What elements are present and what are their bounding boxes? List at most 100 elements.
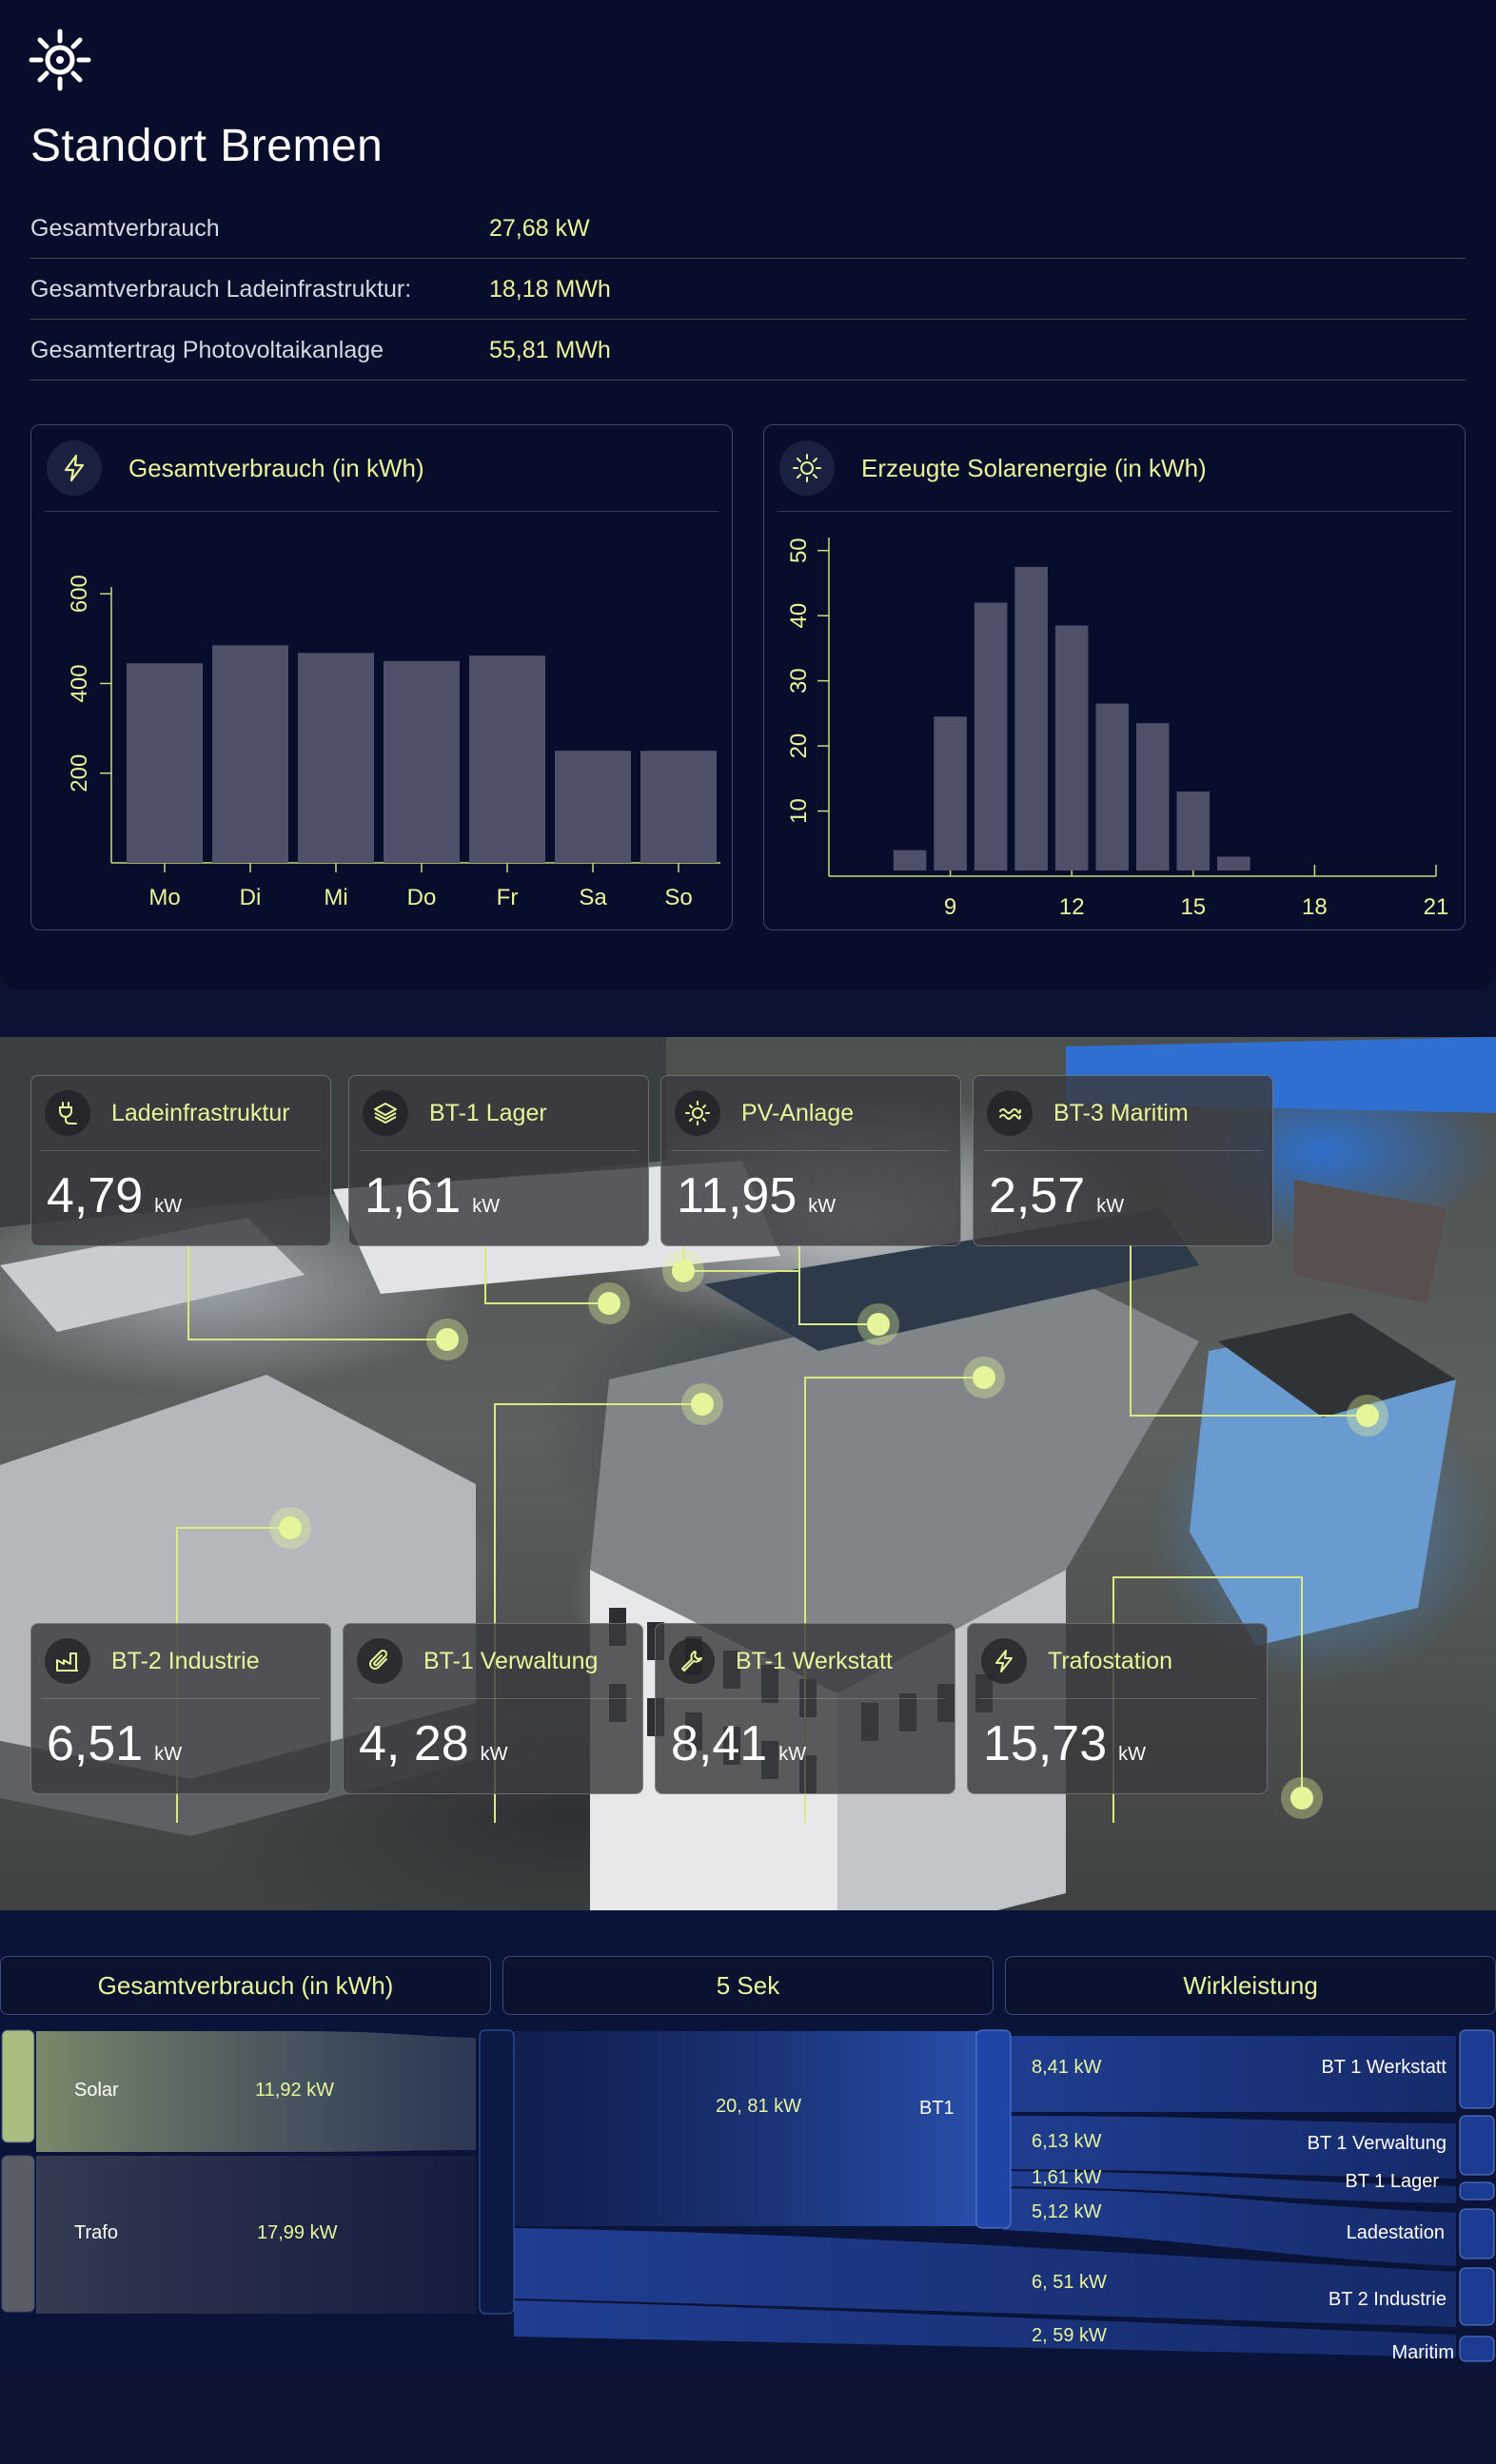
location-marker[interactable]	[867, 1313, 890, 1336]
card-header: Gesamtverbrauch (in kWh)	[45, 425, 718, 512]
node-lager[interactable]	[1459, 2181, 1495, 2200]
tile-bt2-industrie[interactable]: BT-2 Industrie 6,51 kW	[30, 1623, 331, 1794]
flow-verwaltung	[1003, 2116, 1456, 2179]
tile-bt1-werkstatt[interactable]: BT-1 Werkstatt 8,41 kW	[655, 1623, 955, 1794]
bar	[212, 645, 288, 863]
bar	[640, 751, 717, 863]
node-trafo[interactable]	[1, 2155, 35, 2313]
tile-title: Trafostation	[1048, 1648, 1173, 1674]
node-maritim[interactable]	[1459, 2336, 1495, 2362]
sankey-hub-value: 20, 81 kW	[716, 2096, 802, 2117]
bar	[555, 751, 631, 863]
tab-gesamtverbrauch[interactable]: Gesamtverbrauch (in kWh)	[0, 1956, 491, 2015]
x-tick-label: Mo	[148, 885, 180, 910]
bar	[1136, 723, 1170, 870]
tile-header: BT-1 Lager	[359, 1076, 639, 1151]
y-tick-label: 40	[786, 603, 812, 629]
bar	[1054, 625, 1089, 870]
sankey-source-value: 17,99 kW	[257, 2222, 338, 2243]
sankey-source-label: Solar	[74, 2080, 119, 2101]
sun-icon	[675, 1090, 720, 1136]
location-marker[interactable]	[691, 1393, 714, 1416]
tile-bt1-lager[interactable]: BT-1 Lager 1,61 kW	[348, 1075, 649, 1246]
flow-hub	[514, 2031, 980, 2226]
tile-value: 4, 28 kW	[359, 1716, 508, 1771]
tile-bt3-maritim[interactable]: BT-3 Maritim 2,57 kW	[973, 1075, 1273, 1246]
location-marker[interactable]	[598, 1292, 620, 1315]
x-tick-label: 21	[1424, 894, 1449, 920]
page-title: Standort Bremen	[30, 121, 384, 171]
consumption-bar-chart: 200 400 600 Mo Di Mi Do Fr Sa So	[67, 575, 720, 910]
location-marker[interactable]	[672, 1260, 695, 1282]
sankey-target-value: 6, 51 kW	[1032, 2272, 1107, 2293]
location-marker[interactable]	[279, 1516, 302, 1539]
kpi-row: Gesamtverbrauch Ladeinfrastruktur: 18,18…	[30, 259, 1466, 320]
x-tick-label: Fr	[497, 885, 519, 910]
tile-value: 15,73 kW	[983, 1716, 1147, 1771]
tile-title: PV-Anlage	[741, 1100, 855, 1126]
location-marker[interactable]	[973, 1366, 995, 1389]
location-marker[interactable]	[1290, 1787, 1313, 1809]
bar	[469, 655, 545, 863]
x-tick-label: Sa	[579, 885, 607, 910]
flow-werkstatt	[1003, 2036, 1456, 2112]
node-verwaltung[interactable]	[1459, 2115, 1495, 2176]
flow-trafo	[36, 2156, 476, 2314]
tile-trafostation[interactable]: Trafostation 15,73 kW	[967, 1623, 1268, 1794]
bar	[1095, 703, 1129, 870]
tile-title: BT-1 Lager	[429, 1100, 547, 1126]
tile-value: 8,41 kW	[671, 1716, 807, 1771]
node-industrie[interactable]	[1459, 2267, 1495, 2326]
sankey-target-label: Maritim	[1391, 2342, 1454, 2363]
tab-interval[interactable]: 5 Sek	[502, 1956, 994, 2015]
y-tick-label: 10	[786, 798, 812, 824]
flow-solar	[36, 2031, 476, 2152]
bar	[298, 653, 374, 863]
x-tick-label: Di	[240, 885, 262, 910]
node-solar[interactable]	[1, 2029, 35, 2143]
kpi-value: 27,68 kW	[489, 215, 590, 242]
flow-industrie	[514, 2228, 1456, 2327]
flow-maritim	[514, 2300, 1456, 2357]
y-tick-label: 50	[786, 538, 812, 563]
node-bt1[interactable]	[975, 2029, 1012, 2229]
sankey-target-label: BT 2 Industrie	[1328, 2289, 1447, 2310]
sankey-diagram	[1, 2029, 1495, 2362]
tile-bt1-verwaltung[interactable]: BT-1 Verwaltung 4, 28 kW	[343, 1623, 643, 1794]
tile-value: 6,51 kW	[47, 1716, 183, 1771]
chart-title: Erzeugte Solarenergie (in kWh)	[861, 454, 1207, 482]
bar	[127, 663, 203, 863]
charging-plug-icon	[45, 1090, 90, 1136]
sankey-target-label: BT 1 Verwaltung	[1307, 2133, 1447, 2154]
y-tick-label: 30	[786, 668, 812, 694]
kpi-value: 55,81 MWh	[489, 337, 611, 363]
lightning-icon	[47, 440, 102, 496]
x-tick-label: Mi	[324, 885, 347, 910]
tile-ladeinfrastruktur[interactable]: Ladeinfrastruktur 4,79 kW	[30, 1075, 331, 1246]
bar	[1217, 856, 1250, 870]
x-tick-label: 15	[1180, 894, 1206, 920]
tile-header: PV-Anlage	[671, 1076, 951, 1151]
tile-title: Ladeinfrastruktur	[111, 1100, 290, 1126]
sankey-target-value: 2, 59 kW	[1032, 2325, 1107, 2346]
node-ladestation[interactable]	[1459, 2208, 1495, 2259]
solar-bar-chart: 10 20 30 40 50 9 12 15 18 21	[786, 538, 1449, 920]
bar	[893, 850, 927, 870]
bar	[974, 602, 1008, 870]
x-tick-label: Do	[407, 885, 437, 910]
sankey-target-label: BT 1 Werkstatt	[1321, 2057, 1447, 2078]
location-marker[interactable]	[1356, 1404, 1379, 1427]
tile-title: BT-1 Verwaltung	[423, 1648, 599, 1674]
sankey-source-label: Trafo	[74, 2222, 118, 2243]
x-tick-label: 18	[1302, 894, 1328, 920]
solar-chart-card: Erzeugte Solarenergie (in kWh) 10 20 30 40 5…	[763, 424, 1466, 930]
node-total[interactable]	[479, 2029, 515, 2315]
node-werkstatt[interactable]	[1459, 2029, 1495, 2109]
tile-header: Ladeinfrastruktur	[41, 1076, 321, 1151]
tile-header: BT-1 Werkstatt	[665, 1624, 945, 1699]
bar	[384, 660, 460, 863]
tab-wirkleistung[interactable]: Wirkleistung	[1005, 1956, 1496, 2015]
x-tick-label: So	[664, 885, 692, 910]
location-marker[interactable]	[436, 1328, 459, 1351]
tile-pv-anlage[interactable]: PV-Anlage 11,95 kW	[660, 1075, 961, 1246]
